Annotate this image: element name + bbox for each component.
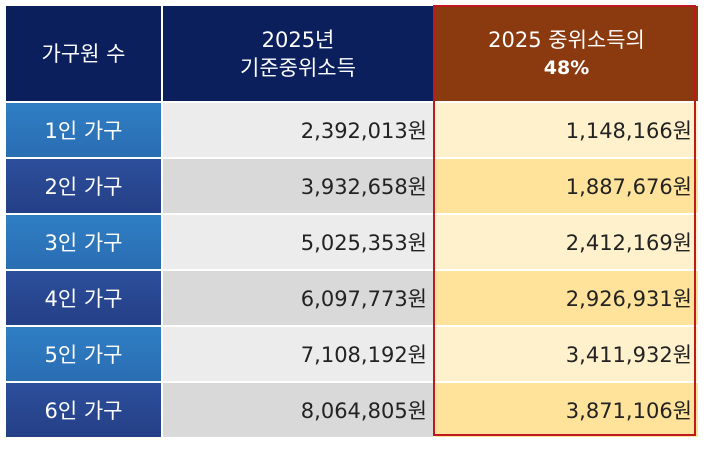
header-household-size-label: 가구원 수: [41, 41, 126, 66]
header-48-percent: 2025 중위소득의 48%: [435, 6, 698, 101]
median-income-cell: 3,932,658원: [163, 159, 433, 213]
pct48-income-cell: 2,412,169원: [435, 215, 698, 269]
table-row: 5인 가구 7,108,192원 3,411,932원: [6, 327, 698, 381]
household-cell: 3인 가구: [6, 215, 161, 269]
median-income-cell: 7,108,192원: [163, 327, 433, 381]
median-income-cell: 6,097,773원: [163, 271, 433, 325]
table-row: 6인 가구 8,064,805원 3,871,106원: [6, 383, 698, 437]
pct48-income-cell: 2,926,931원: [435, 271, 698, 325]
header-household-size: 가구원 수: [6, 6, 161, 101]
header-48-label: 2025 중위소득의: [488, 27, 645, 52]
pct48-income-cell: 3,871,106원: [435, 383, 698, 437]
household-cell: 1인 가구: [6, 103, 161, 157]
median-income-cell: 8,064,805원: [163, 383, 433, 437]
table-row: 4인 가구 6,097,773원 2,926,931원: [6, 271, 698, 325]
household-cell: 5인 가구: [6, 327, 161, 381]
pct48-income-cell: 1,887,676원: [435, 159, 698, 213]
household-cell: 2인 가구: [6, 159, 161, 213]
table-row: 3인 가구 5,025,353원 2,412,169원: [6, 215, 698, 269]
household-cell: 6인 가구: [6, 383, 161, 437]
median-income-cell: 2,392,013원: [163, 103, 433, 157]
income-table: 가구원 수 2025년 기준중위소득 2025 중위소득의 48% 1인 가구 …: [6, 6, 698, 438]
header-median-income: 2025년 기준중위소득: [163, 6, 433, 101]
table-row: 2인 가구 3,932,658원 1,887,676원: [6, 159, 698, 213]
header-48-value: 48%: [543, 56, 590, 79]
pct48-income-cell: 1,148,166원: [435, 103, 698, 157]
pct48-income-cell: 3,411,932원: [435, 327, 698, 381]
header-median-year: 2025년: [261, 27, 335, 52]
header-median-label: 기준중위소득: [240, 55, 356, 80]
median-income-cell: 5,025,353원: [163, 215, 433, 269]
household-cell: 4인 가구: [6, 271, 161, 325]
table-row: 1인 가구 2,392,013원 1,148,166원: [6, 103, 698, 157]
